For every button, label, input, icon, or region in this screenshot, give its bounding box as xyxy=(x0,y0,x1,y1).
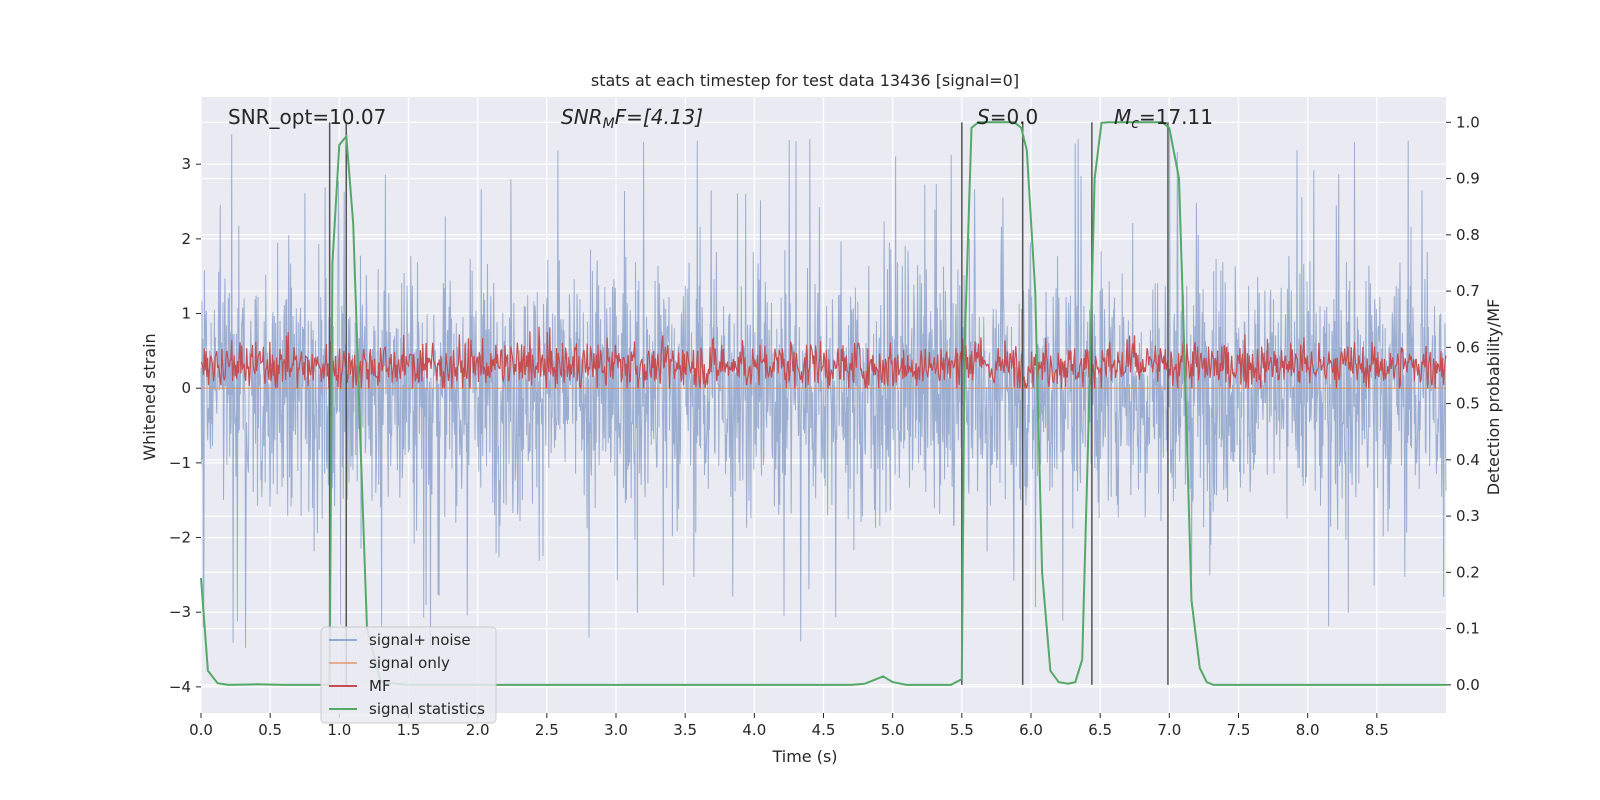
y2-tick-label: 0.7 xyxy=(1456,282,1480,300)
y2-axis-ticks: 0.0 0.1 0.2 0.3 0.4 0.5 0.6 0.7 0.8 0.9 1.0 xyxy=(1446,113,1480,694)
x-tick-label: 8.5 xyxy=(1365,721,1389,739)
legend-label-signal-statistics: signal statistics xyxy=(369,700,485,718)
legend-label-signal-noise: signal+ noise xyxy=(369,631,471,649)
legend-label-mf: MF xyxy=(369,677,391,695)
legend-box xyxy=(320,626,497,724)
y-axis-ticks: −4 −3 −2 −1 0 1 2 3 xyxy=(169,155,201,696)
y2-tick-label: 0.6 xyxy=(1456,338,1480,356)
annotation-mc-rest: =17.11 xyxy=(1139,105,1213,129)
x-tick-label: 6.5 xyxy=(1088,721,1112,739)
annotation-snr-mf-rest: F=[4.13] xyxy=(615,105,703,129)
y2-tick-label: 0.3 xyxy=(1456,507,1480,525)
signal-statistics-series xyxy=(200,121,1446,686)
x-tick-label: 5.0 xyxy=(881,721,905,739)
y2-tick-label: 0.2 xyxy=(1456,563,1480,581)
y2-tick-label: 0.5 xyxy=(1456,395,1480,413)
x-tick-label: 1.0 xyxy=(327,721,351,739)
mf-line xyxy=(200,326,1447,389)
signal-noise-series xyxy=(200,133,1447,649)
x-tick-label: 2.0 xyxy=(466,721,490,739)
y-tick-label: 0 xyxy=(181,379,191,397)
signal-statistics-line xyxy=(200,121,1446,686)
annotation-s-main: S xyxy=(977,105,990,129)
x-tick-label: 4.0 xyxy=(742,721,766,739)
annotation-mc: Mc=17.11 xyxy=(1114,105,1213,132)
annotation-s: S=0.0 xyxy=(977,105,1038,129)
y-tick-label: 3 xyxy=(181,155,191,173)
x-tick-label: 5.5 xyxy=(950,721,974,739)
annotation-snr-mf-main: SNR xyxy=(561,105,603,129)
chart-title: stats at each timestep for test data 134… xyxy=(591,71,1019,90)
x-axis-ticks: 0.0 0.5 1.0 1.5 2.0 2.5 3.0 3.5 4.0 4.5 5.0 5.5 6.0 6… xyxy=(189,713,1389,739)
y-axis-label: Whitened strain xyxy=(140,333,159,460)
y-tick-label: 1 xyxy=(181,305,191,323)
x-tick-label: 7.0 xyxy=(1157,721,1181,739)
x-tick-label: 1.5 xyxy=(397,721,421,739)
x-tick-label: 6.0 xyxy=(1019,721,1043,739)
y-tick-label: −4 xyxy=(169,678,191,696)
annotation-mc-main: M xyxy=(1114,105,1131,129)
y2-tick-label: 0.9 xyxy=(1456,170,1480,188)
annotation-snr-opt: SNR_opt=10.07 xyxy=(228,105,386,129)
y-tick-label: −1 xyxy=(169,454,191,472)
mf-series xyxy=(200,326,1447,389)
x-tick-label: 3.0 xyxy=(604,721,628,739)
x-tick-label: 8.0 xyxy=(1296,721,1320,739)
x-axis-label: Time (s) xyxy=(771,747,837,766)
y-tick-label: 2 xyxy=(181,230,191,248)
x-tick-label: 3.5 xyxy=(673,721,697,739)
y-tick-label: −3 xyxy=(169,603,191,621)
annotation-snr-mf-sub: M xyxy=(603,116,615,132)
annotation-snr-mf: SNRMF=[4.13] xyxy=(561,105,703,132)
legend-label-signal-only: signal only xyxy=(369,654,450,672)
x-tick-label: 2.5 xyxy=(535,721,559,739)
x-tick-label: 0.5 xyxy=(258,721,282,739)
y-tick-label: −2 xyxy=(169,529,191,547)
legend: signal+ noise signal only MF signal stat… xyxy=(320,626,497,724)
y2-tick-label: 0.4 xyxy=(1456,451,1480,469)
annotation-mc-sub: c xyxy=(1131,116,1139,132)
x-tick-label: 4.5 xyxy=(812,721,836,739)
y2-tick-label: 1.0 xyxy=(1456,113,1480,131)
x-tick-label: 0.0 xyxy=(189,721,213,739)
y2-axis-label: Detection probability/MF xyxy=(1484,299,1503,496)
y2-tick-label: 0.1 xyxy=(1456,620,1480,638)
x-tick-label: 7.5 xyxy=(1227,721,1251,739)
signal-noise-line xyxy=(200,133,1447,649)
y2-tick-label: 0.8 xyxy=(1456,226,1480,244)
annotation-s-rest: =0.0 xyxy=(990,105,1039,129)
y2-tick-label: 0.0 xyxy=(1456,676,1480,694)
